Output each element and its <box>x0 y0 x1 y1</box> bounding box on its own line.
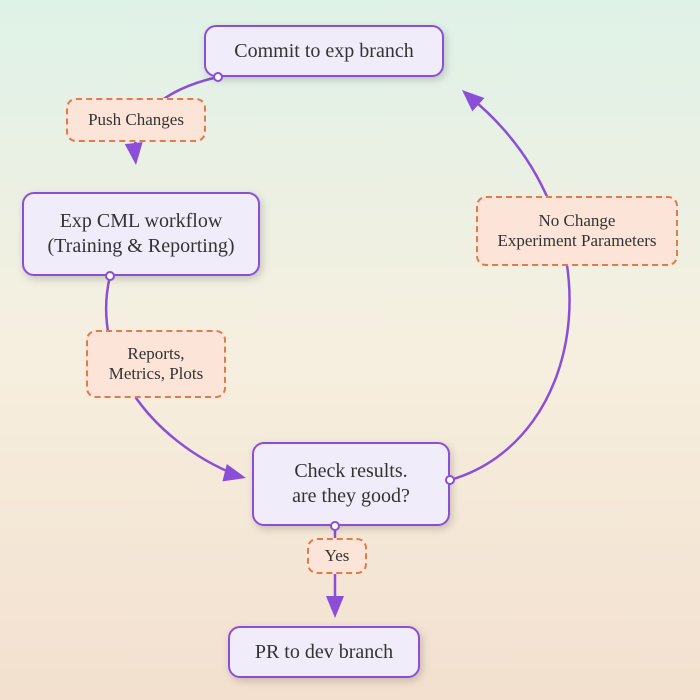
node-commit: Commit to exp branch <box>204 25 444 77</box>
node-check-label: Check results.are they good? <box>292 459 410 509</box>
node-pr-label: PR to dev branch <box>255 640 393 665</box>
node-expcml: Exp CML workflow(Training & Reporting) <box>22 192 260 276</box>
node-pr: PR to dev branch <box>228 626 420 678</box>
edge-label-yes-text: Yes <box>325 546 350 566</box>
edge-label-push-text: Push Changes <box>88 110 184 130</box>
edge-label-reports: Reports,Metrics, Plots <box>86 330 226 398</box>
node-expcml-label: Exp CML workflow(Training & Reporting) <box>47 209 234 259</box>
edge-label-nochange-text: No ChangeExperiment Parameters <box>497 211 656 252</box>
edge-label-yes: Yes <box>307 538 367 574</box>
node-commit-label: Commit to exp branch <box>234 39 413 64</box>
edge-origin-dot <box>105 271 115 281</box>
edge-origin-dot <box>330 521 340 531</box>
edge-origin-dot <box>445 475 455 485</box>
edge-label-reports-text: Reports,Metrics, Plots <box>109 344 203 385</box>
edge-label-push: Push Changes <box>66 98 206 142</box>
edge-label-nochange: No ChangeExperiment Parameters <box>476 196 678 266</box>
edge-origin-dot <box>213 72 223 82</box>
node-check: Check results.are they good? <box>252 442 450 526</box>
